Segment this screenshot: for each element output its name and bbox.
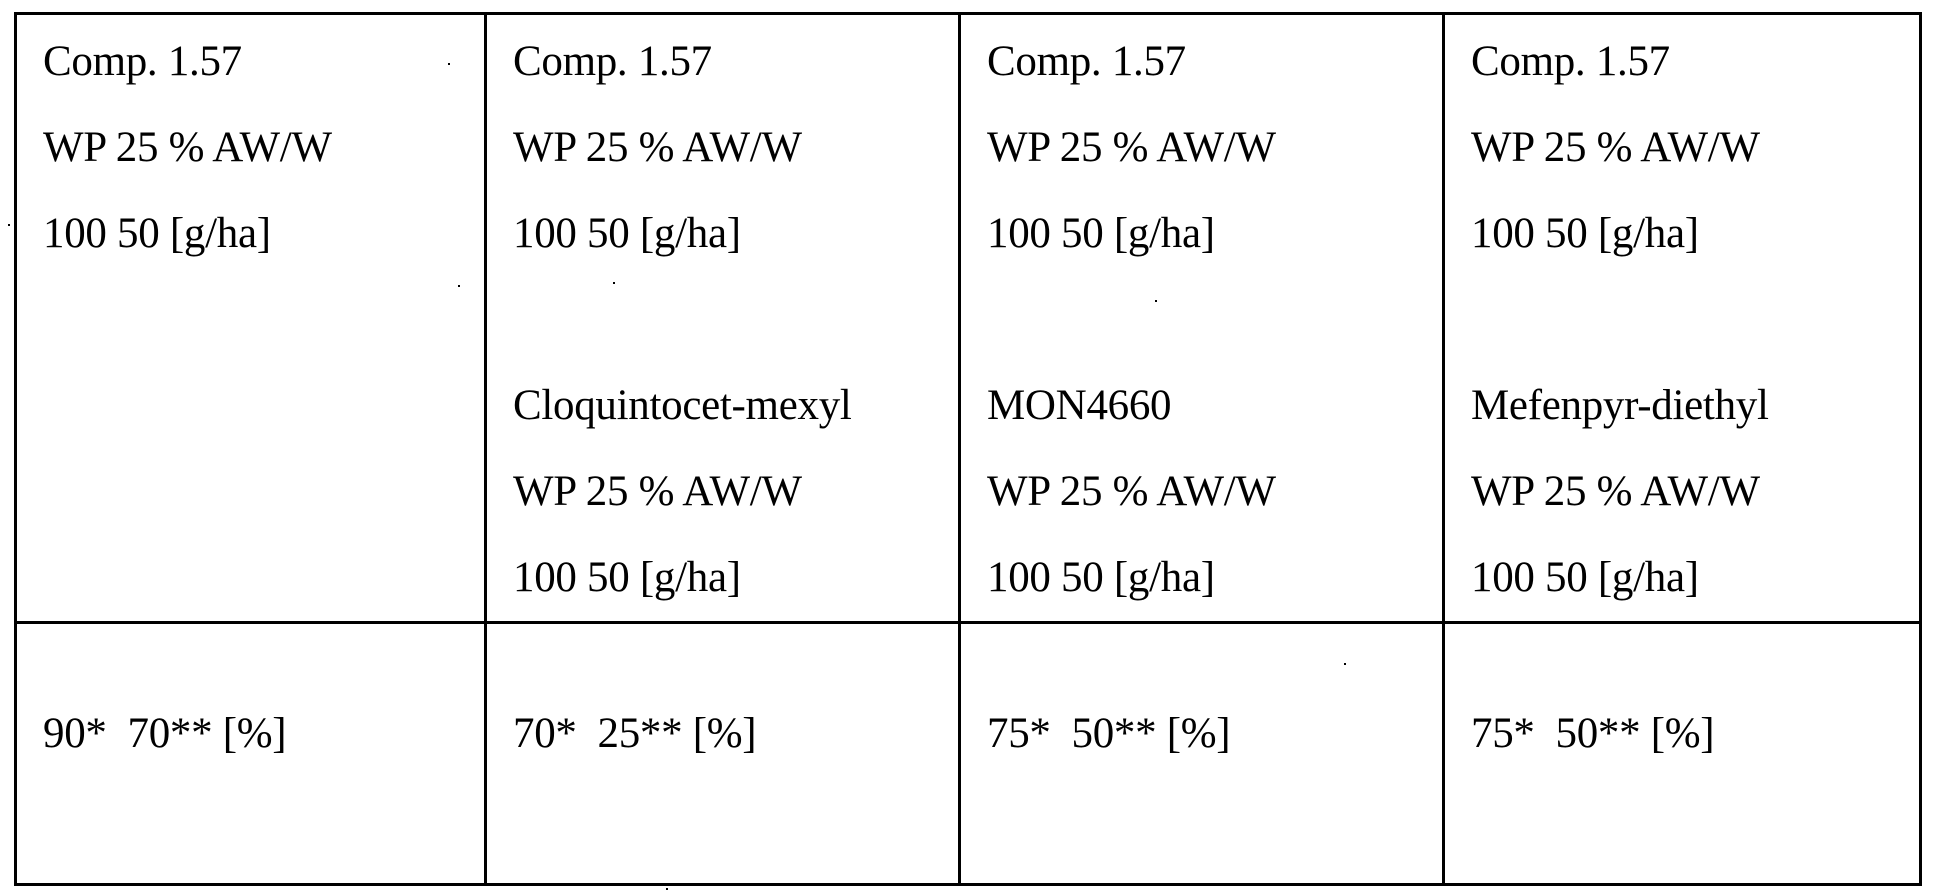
result-cell-4: 75* 50** [%]: [1444, 623, 1921, 885]
safener-formulation: WP 25 % AW/W: [513, 449, 958, 535]
safener-name: Mefenpyr-diethyl: [1471, 363, 1919, 449]
compound-formulation: WP 25 % AW/W: [43, 105, 484, 191]
treatment-row: Comp. 1.57 WP 25 % AW/W 100 50 [g/ha] Co…: [16, 14, 1921, 623]
compound-name: Comp. 1.57: [1471, 19, 1919, 105]
scan-speck: [448, 63, 450, 65]
treatment-cell-2: Comp. 1.57 WP 25 % AW/W 100 50 [g/ha] Cl…: [486, 14, 960, 623]
compound-rate: 100 50 [g/ha]: [1471, 191, 1919, 277]
safener-rate: 100 50 [g/ha]: [513, 535, 958, 621]
treatment-cell-3: Comp. 1.57 WP 25 % AW/W 100 50 [g/ha] MO…: [960, 14, 1444, 623]
safener-formulation: WP 25 % AW/W: [987, 449, 1442, 535]
result-value: 75* 50** [%]: [987, 704, 1442, 764]
results-table: Comp. 1.57 WP 25 % AW/W 100 50 [g/ha] Co…: [14, 12, 1922, 886]
scan-speck: [1155, 300, 1157, 302]
result-cell-1: 90* 70** [%]: [16, 623, 486, 885]
spacer: [987, 277, 1442, 363]
scan-speck: [1344, 663, 1346, 665]
safener-rate: 100 50 [g/ha]: [1471, 535, 1919, 621]
safener-formulation: WP 25 % AW/W: [1471, 449, 1919, 535]
safener-name: Cloquintocet-mexyl: [513, 363, 958, 449]
scan-speck: [613, 282, 615, 284]
result-cell-2: 70* 25** [%]: [486, 623, 960, 885]
compound-formulation: WP 25 % AW/W: [513, 105, 958, 191]
scan-speck: [1085, 234, 1087, 236]
result-value: 90* 70** [%]: [43, 704, 484, 764]
scan-speck: [8, 224, 10, 226]
result-value: 70* 25** [%]: [513, 704, 958, 764]
result-cell-3: 75* 50** [%]: [960, 623, 1444, 885]
safener-rate: 100 50 [g/ha]: [987, 535, 1442, 621]
result-row: 90* 70** [%] 70* 25** [%] 75* 50** [%] 7…: [16, 623, 1921, 885]
compound-name: Comp. 1.57: [513, 19, 958, 105]
spacer: [513, 277, 958, 363]
spacer: [1471, 277, 1919, 363]
compound-name: Comp. 1.57: [987, 19, 1442, 105]
compound-name: Comp. 1.57: [43, 19, 484, 105]
compound-formulation: WP 25 % AW/W: [1471, 105, 1919, 191]
treatment-cell-1: Comp. 1.57 WP 25 % AW/W 100 50 [g/ha]: [16, 14, 486, 623]
compound-formulation: WP 25 % AW/W: [987, 105, 1442, 191]
scan-speck: [458, 285, 460, 287]
compound-rate: 100 50 [g/ha]: [513, 191, 958, 277]
scan-speck: [666, 888, 668, 890]
result-value: 75* 50** [%]: [1471, 704, 1919, 764]
compound-rate: 100 50 [g/ha]: [43, 191, 484, 277]
compound-rate: 100 50 [g/ha]: [987, 191, 1442, 277]
safener-name: MON4660: [987, 363, 1442, 449]
treatment-cell-4: Comp. 1.57 WP 25 % AW/W 100 50 [g/ha] Me…: [1444, 14, 1921, 623]
